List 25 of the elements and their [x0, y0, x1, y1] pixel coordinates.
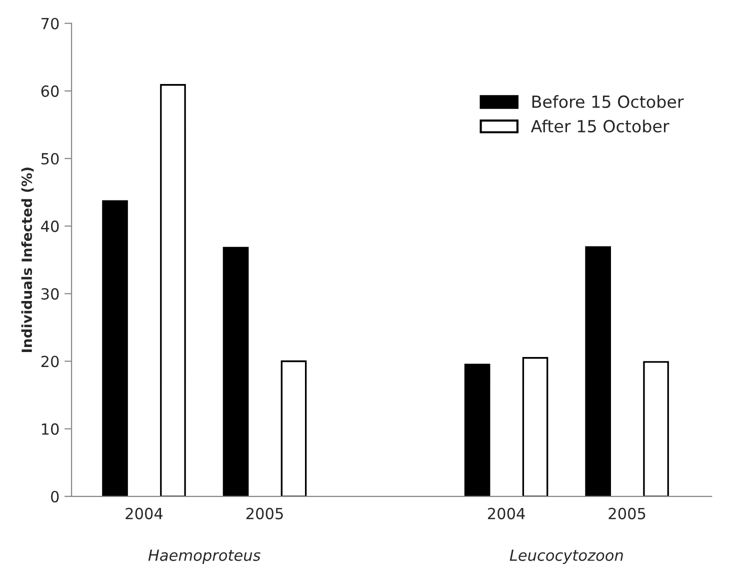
y-tick-label: 0 — [51, 490, 59, 502]
bar — [160, 84, 186, 496]
x-tick-label: 2004 — [126, 508, 163, 520]
bar — [222, 246, 249, 496]
y-tick-label: 70 — [42, 18, 59, 30]
bar — [643, 361, 669, 496]
x-tick-label: 2005 — [608, 508, 646, 520]
y-tick-label: 40 — [41, 220, 59, 232]
x-tick-label: 2004 — [488, 508, 525, 520]
text: Leucocytozoon — [510, 550, 623, 564]
bar — [102, 200, 128, 496]
y-tick-label: 50 — [41, 152, 59, 165]
legend-label: After 15 October — [530, 120, 670, 132]
x-tick-label: 2005 — [246, 508, 283, 520]
y-tick-label: 10 — [42, 423, 59, 435]
bar — [280, 360, 307, 496]
bar — [464, 364, 490, 496]
y-axis-title: Individuals Infected (%) — [21, 168, 34, 352]
y-tick-label: 20 — [41, 356, 59, 368]
bar — [585, 246, 611, 496]
bar — [522, 357, 548, 496]
y-tick-label: 60 — [41, 85, 59, 97]
legend-label: Before 15 October — [532, 95, 684, 108]
y-tick-label: 30 — [41, 288, 59, 300]
text: Haemoproteus — [148, 550, 260, 564]
